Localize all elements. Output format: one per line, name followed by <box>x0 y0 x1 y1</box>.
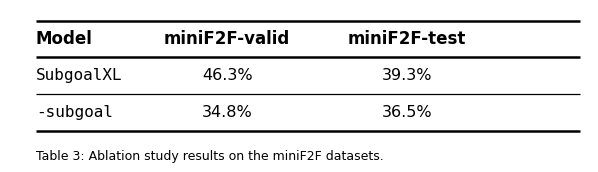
Text: 36.5%: 36.5% <box>382 105 432 120</box>
Text: 39.3%: 39.3% <box>382 68 432 83</box>
Text: Model: Model <box>36 30 93 48</box>
Text: 34.8%: 34.8% <box>202 105 252 120</box>
Text: -subgoal: -subgoal <box>36 105 113 120</box>
Text: SubgoalXL: SubgoalXL <box>36 68 123 83</box>
Text: miniF2F-valid: miniF2F-valid <box>164 30 291 48</box>
Text: 46.3%: 46.3% <box>202 68 252 83</box>
Text: Table 3: Ablation study results on the miniF2F datasets.: Table 3: Ablation study results on the m… <box>36 150 384 163</box>
Text: miniF2F-test: miniF2F-test <box>347 30 466 48</box>
